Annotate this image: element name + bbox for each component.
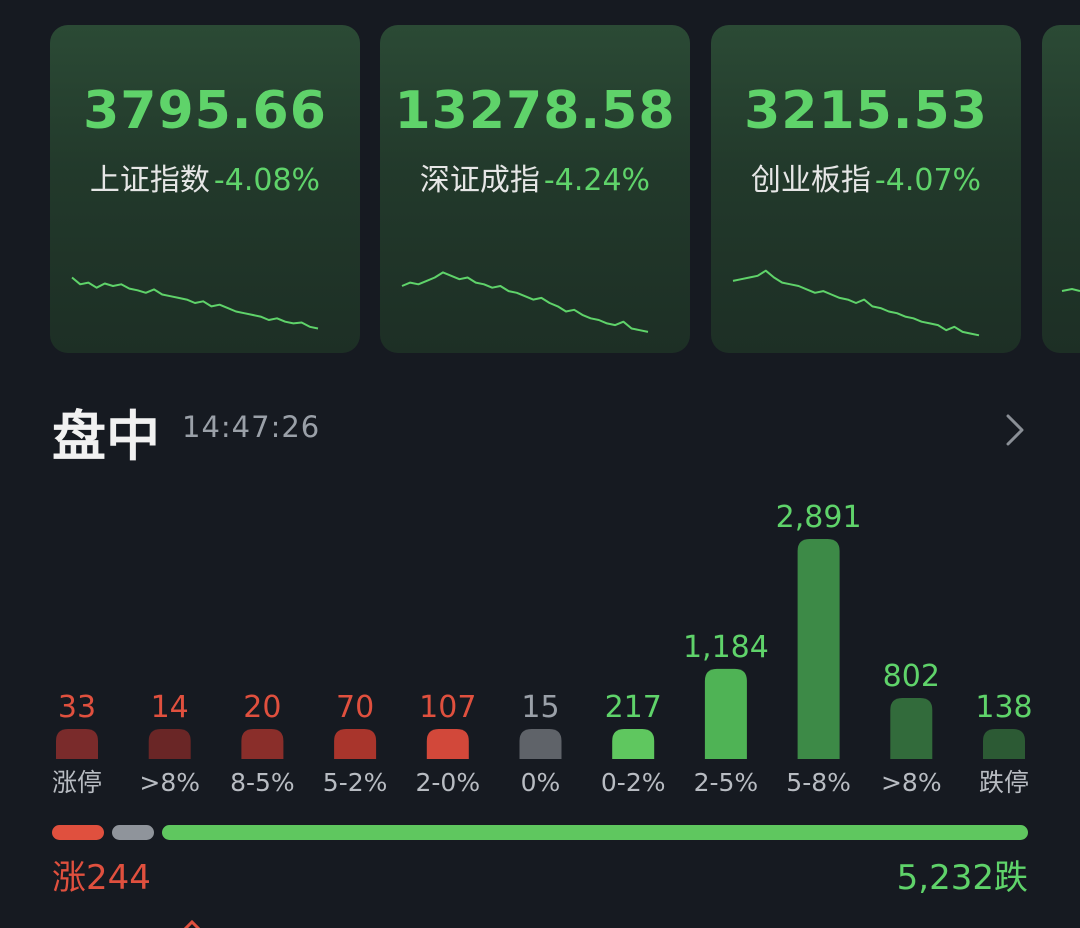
distribution-bar[interactable] (148, 729, 191, 759)
distribution-bar[interactable] (797, 539, 840, 759)
bar-category-label: >8% (881, 768, 942, 797)
index-sparkline (401, 271, 649, 333)
distribution-bar[interactable] (890, 697, 933, 759)
distribution-bar[interactable] (241, 729, 284, 759)
bar-value-label: 802 (883, 659, 940, 694)
distribution-bar[interactable] (426, 729, 469, 759)
index-name: 上证指数 (89, 163, 210, 198)
bar-category-label: 5-8% (786, 768, 851, 797)
distribution-bar[interactable] (56, 729, 98, 759)
caret-up-icon (183, 919, 201, 928)
bar-value-label: 2,891 (776, 500, 862, 535)
summary-up-label: 涨244 (52, 858, 151, 898)
distribution-bar[interactable] (983, 729, 1025, 759)
index-value: 3215.53 (744, 81, 988, 141)
distribution-bar[interactable] (519, 729, 562, 759)
bar-value-label: 107 (419, 690, 476, 725)
sparkline-path (732, 269, 980, 337)
index-subtitle: 创业板指 -4.07% (711, 155, 1021, 199)
bar-value-label: 217 (605, 690, 662, 725)
bar-category-label: 涨停 (52, 768, 102, 797)
bar-value-label: 138 (975, 690, 1032, 725)
summary-down-segment (162, 825, 1028, 840)
index-card-partial[interactable] (1042, 25, 1080, 353)
bar-category-label: 跌停 (979, 768, 1029, 797)
bar-category-label: >8% (139, 768, 200, 797)
bar-value-label: 15 (521, 690, 559, 725)
bar-category-label: 2-5% (694, 768, 759, 797)
index-name: 深证成指 (419, 163, 540, 198)
bar-value-label: 14 (151, 690, 189, 725)
distribution-bar[interactable] (704, 668, 747, 759)
bar-category-label: 0-2% (601, 768, 666, 797)
chevron-right-icon[interactable] (1000, 410, 1030, 450)
bar-category-label: 2-0% (416, 768, 481, 797)
index-change: -4.24% (543, 163, 651, 198)
bar-category-label: 8-5% (230, 768, 295, 797)
index-card-chinext[interactable]: 3215.53 创业板指 -4.07% (711, 25, 1021, 353)
section-time: 14:47:26 (182, 410, 321, 444)
index-subtitle: 上证指数 -4.08% (50, 155, 360, 199)
sparkline-path (71, 276, 319, 330)
index-sparkline-partial (1061, 287, 1080, 292)
bar-category-label: 0% (521, 768, 561, 797)
index-card-szse[interactable]: 13278.58 深证成指 -4.24% (380, 25, 690, 353)
index-sparkline (71, 276, 319, 330)
summary-down-label: 5,232跌 (896, 858, 1028, 898)
index-subtitle: 深证成指 -4.24% (380, 155, 690, 199)
bar-value-label: 33 (58, 690, 96, 725)
index-change: -4.07% (874, 163, 982, 198)
index-card-sse[interactable]: 3795.66 上证指数 -4.08% (50, 25, 360, 353)
bar-value-label: 70 (336, 690, 374, 725)
bar-value-label: 20 (243, 690, 281, 725)
distribution-bar[interactable] (612, 729, 655, 759)
index-sparkline (732, 269, 980, 337)
index-value: 3795.66 (83, 81, 327, 141)
distribution-bar[interactable] (334, 729, 377, 759)
index-value: 13278.58 (394, 81, 676, 141)
section-title: 盘中 (52, 405, 160, 468)
summary-flat-segment (112, 825, 154, 840)
sparkline-path (401, 271, 649, 333)
index-change: -4.08% (213, 163, 321, 198)
distribution-chart: 33 涨停 14 >8% 20 8-5% 70 5-2% 107 2-0% 15 0% 217 0-2% 1… (52, 500, 1033, 797)
bar-value-label: 1,184 (683, 630, 769, 665)
summary-up-segment (52, 825, 104, 840)
index-name: 创业板指 (750, 163, 871, 198)
bar-category-label: 5-2% (323, 768, 388, 797)
